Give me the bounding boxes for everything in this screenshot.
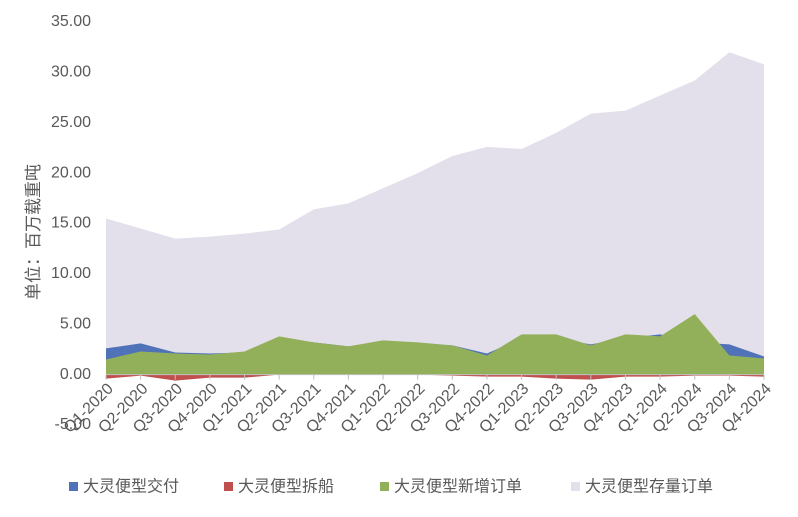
- series-area-3: [106, 374, 764, 381]
- series-area-0: [106, 52, 764, 375]
- y-axis-ticks: -5.00 0.00 5.00 10.00 15.00 20.00 25.00 30.00 35…: [51, 13, 91, 433]
- legend-label: 大灵便型拆船: [238, 477, 334, 496]
- legend-label: 大灵便型存量订单: [585, 477, 713, 496]
- y-tick-label: 10.00: [51, 265, 91, 282]
- y-tick-label: 30.00: [51, 64, 91, 81]
- legend: 大灵便型交付 大灵便型拆船 大灵便型新增订单 大灵便型存量订单: [69, 477, 713, 496]
- legend-swatch: [224, 482, 233, 491]
- x-axis-ticks: Q1-2020Q2-2020Q3-2020Q4-2020Q1-2021Q2-20…: [61, 374, 775, 436]
- y-tick-label: 25.00: [51, 114, 91, 131]
- y-tick-label: -5.00: [55, 416, 92, 433]
- y-tick-label: 20.00: [51, 164, 91, 181]
- legend-swatch: [69, 482, 78, 491]
- legend-swatch: [571, 482, 580, 491]
- y-tick-label: 15.00: [51, 215, 91, 232]
- legend-swatch: [380, 482, 389, 491]
- series-areas: [106, 52, 764, 381]
- y-tick-label: 5.00: [60, 315, 91, 332]
- y-tick-label: 35.00: [51, 13, 91, 30]
- series-area-2: [106, 314, 764, 375]
- y-tick-label: 0.00: [60, 366, 91, 383]
- legend-label: 大灵便型新增订单: [394, 477, 522, 496]
- legend-label: 大灵便型交付: [83, 477, 179, 496]
- y-axis-label: 单位：百万载重吨: [24, 164, 44, 300]
